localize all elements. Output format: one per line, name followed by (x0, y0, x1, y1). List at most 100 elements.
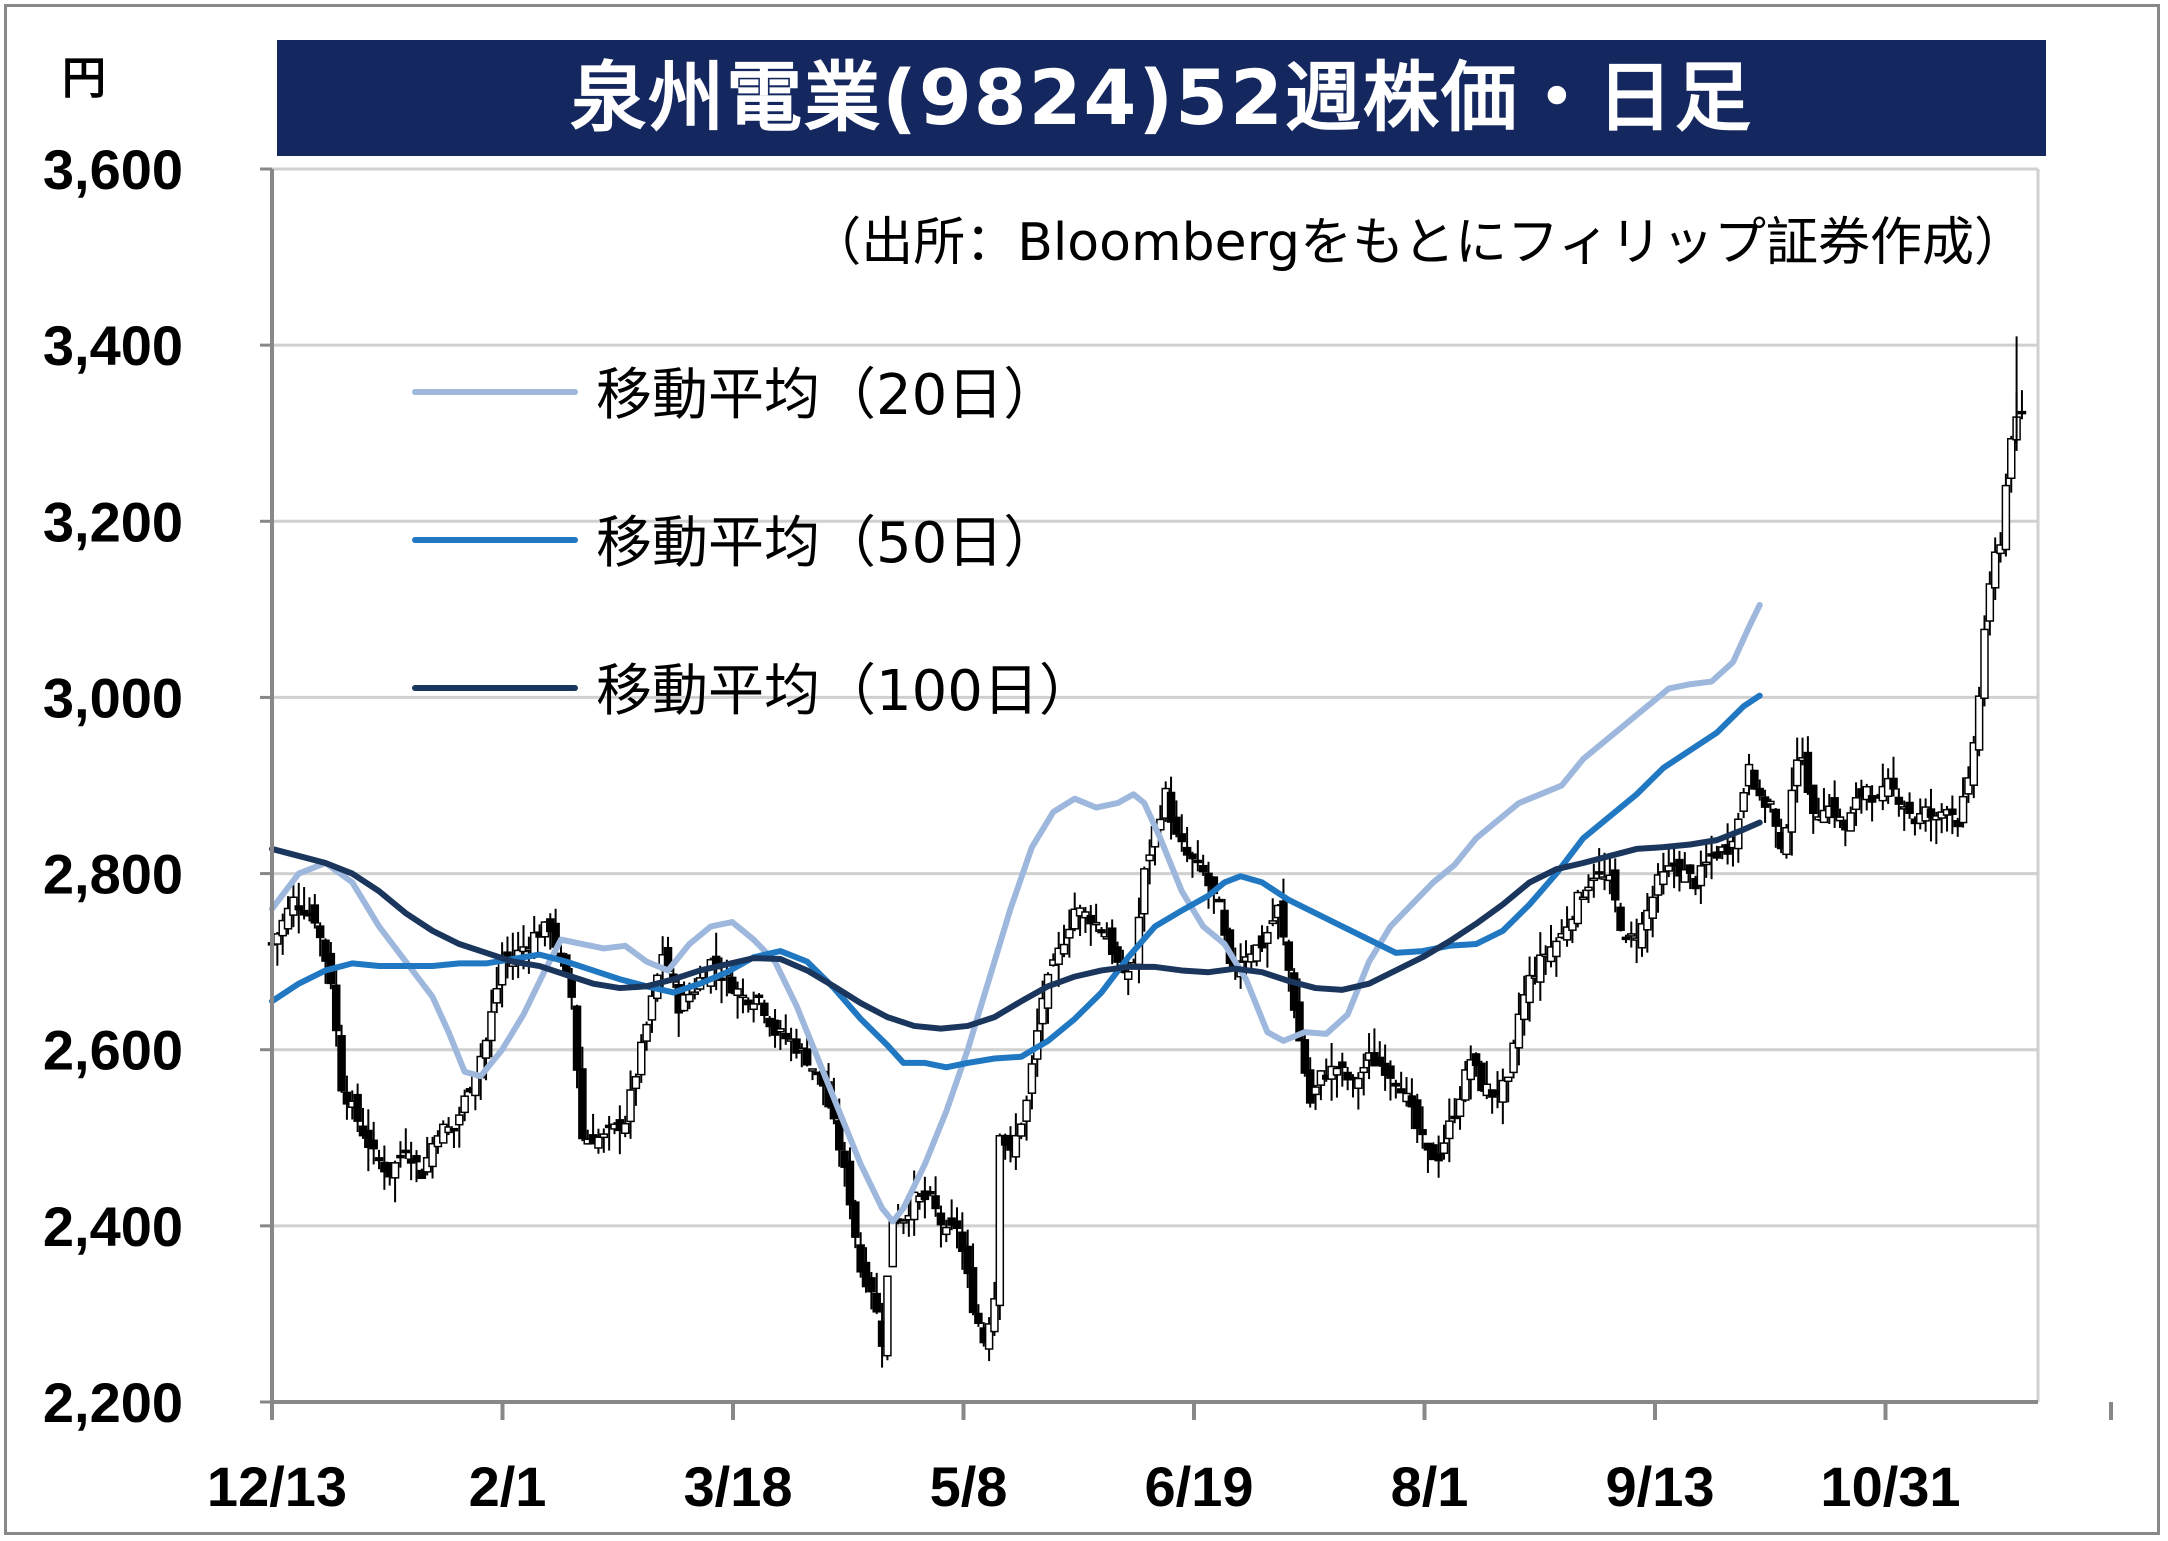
candle-body (1701, 861, 1711, 866)
candle-body (835, 1120, 844, 1151)
candle-body (449, 1127, 459, 1132)
candle-body (1391, 1082, 1401, 1087)
chart-frame (4, 4, 2160, 1535)
chart-title: 泉州電業(9824)52週株価・日足 (570, 53, 1753, 142)
xtick-label: 6/19 (1145, 1455, 1254, 1518)
candle-body (1830, 797, 1839, 818)
candle-body (1514, 1013, 1524, 1049)
candle-body (1926, 808, 1936, 818)
candle-body (642, 1023, 651, 1042)
candle-body (942, 1226, 951, 1236)
candle-body (802, 1048, 812, 1066)
candle-body (899, 1220, 908, 1224)
candle-body (647, 995, 657, 1021)
xtick-label: 2/1 (469, 1455, 547, 1518)
candle-body (1974, 695, 1984, 751)
candle-body (1252, 944, 1261, 962)
candle-body (1578, 896, 1588, 900)
ytick-label: 3,000 (43, 666, 183, 729)
candle-body (487, 1011, 496, 1042)
candle-body (1027, 1063, 1037, 1094)
candle-body (1498, 1079, 1508, 1103)
candle-body (1867, 795, 1877, 803)
candle-body (872, 1292, 881, 1313)
candle-body (931, 1195, 940, 1210)
candle-body (572, 1005, 582, 1071)
candle-body (984, 1323, 994, 1350)
candle-body (1386, 1065, 1395, 1079)
candle-body (1220, 909, 1229, 936)
candle-layer (267, 336, 2027, 1368)
candle-body (1862, 785, 1872, 801)
xtick-label: 8/1 (1391, 1455, 1469, 1518)
ytick-label: 3,400 (43, 314, 183, 377)
candle-body (412, 1155, 421, 1163)
title-bar (277, 40, 2046, 156)
candle-body (1295, 1001, 1304, 1042)
candle-body (1835, 816, 1845, 822)
candle-body (1525, 974, 1534, 1004)
candle-body (1166, 791, 1176, 823)
ytick-label: 2,200 (43, 1371, 183, 1434)
candle-body (2006, 438, 2016, 480)
candle-body (733, 988, 742, 997)
candle-body (1412, 1099, 1422, 1130)
legend-layer (412, 389, 578, 691)
candle-body (626, 1089, 635, 1123)
candle-body (770, 1019, 780, 1036)
candle-body (1011, 1134, 1021, 1158)
candle-body (1268, 920, 1277, 925)
candle-body (1145, 854, 1154, 862)
candle-body (1980, 628, 1989, 699)
candle-body (1723, 844, 1732, 855)
candle-body (1509, 1042, 1518, 1074)
candle-body (1696, 865, 1706, 887)
candle-body (1552, 940, 1561, 958)
candle-body (1332, 1067, 1342, 1076)
candle-body (299, 909, 309, 916)
xtick-label: 10/31 (1820, 1455, 1960, 1518)
candle-body (599, 1133, 609, 1139)
candle-body (438, 1123, 448, 1144)
candle-body (1439, 1142, 1449, 1154)
candle-body (990, 1298, 999, 1333)
candle-body (1091, 921, 1101, 926)
candle-body (337, 1035, 346, 1092)
candle-body (331, 984, 341, 1032)
candle-body (1985, 583, 1995, 622)
candle-body (1750, 769, 1759, 790)
candle-body (861, 1261, 871, 1288)
candle-body (1846, 812, 1855, 832)
candle-body (283, 907, 293, 930)
xtick-label: 5/8 (930, 1455, 1008, 1518)
candle-body (1739, 792, 1748, 812)
candle-body (1022, 1099, 1031, 1122)
candle-body (481, 1039, 491, 1059)
candle-body (867, 1277, 876, 1293)
candle-body (1354, 1077, 1363, 1089)
ytick-label: 2,600 (43, 1019, 183, 1082)
candle-body (1140, 868, 1149, 915)
candle-body (1648, 896, 1657, 919)
candle-body (1990, 551, 2000, 589)
ytick-label: 2,400 (43, 1195, 183, 1258)
candle-body (1359, 1066, 1368, 1074)
candle-body (1958, 795, 1968, 824)
candle-body (1038, 997, 1047, 1025)
candle-body (1188, 853, 1197, 860)
candle-body (1043, 973, 1053, 1009)
candle-body (353, 1093, 362, 1122)
candle-body (1675, 858, 1684, 877)
xtick-label: 12/13 (207, 1455, 347, 1518)
candle-body (883, 1275, 892, 1357)
candle-body (1712, 851, 1722, 859)
candle-body (2001, 484, 2011, 551)
candle-body (968, 1267, 978, 1314)
candle-body (1610, 869, 1620, 901)
candle-body (620, 1122, 630, 1134)
candle-body (1627, 933, 1636, 937)
candle-body (920, 1190, 930, 1201)
candle-body (390, 1162, 400, 1179)
candle-body (1643, 909, 1652, 931)
candle-body (1113, 946, 1122, 963)
